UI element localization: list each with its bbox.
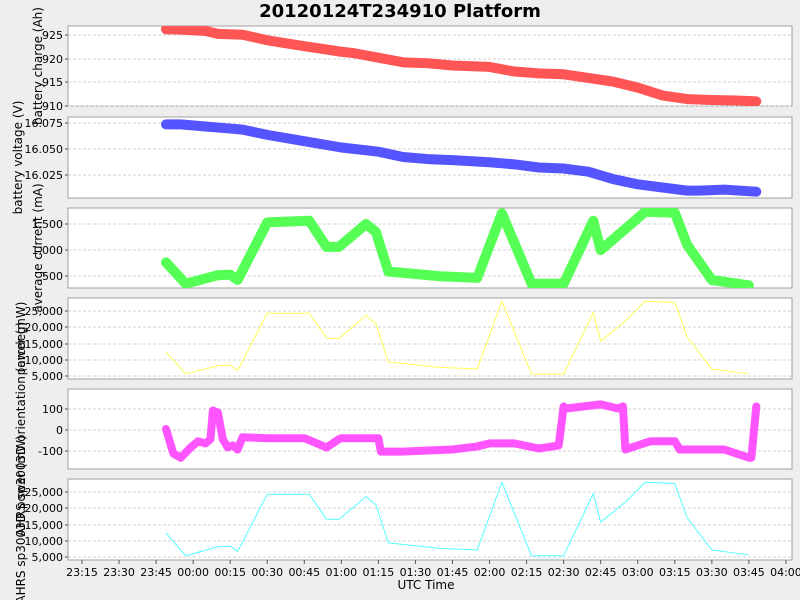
x-tick-label: 03:45: [733, 566, 765, 579]
x-tick-label: 00:45: [288, 566, 320, 579]
y-tick-label: 0: [56, 424, 63, 437]
plot-area: [67, 297, 793, 380]
x-tick-label: 23:45: [140, 566, 172, 579]
y-tick-label: 10,000: [25, 535, 64, 548]
y-tick-label: 10,000: [25, 354, 64, 367]
x-tick-label: 02:15: [511, 566, 543, 579]
y-tick-label: 16.025: [25, 169, 64, 182]
x-tick-label: 00:30: [251, 566, 283, 579]
x-tick-label: 02:45: [585, 566, 617, 579]
x-tick-label: 01:45: [437, 566, 469, 579]
x-tick-label: 02:30: [548, 566, 580, 579]
plot-area: [67, 478, 793, 561]
x-tick-label: 04:00: [770, 566, 800, 579]
x-tick-label: 03:15: [659, 566, 691, 579]
data-line: [165, 481, 749, 557]
x-tick-label: 03:30: [696, 566, 728, 579]
y-tick-label: 16.050: [25, 143, 64, 156]
plot-area: [67, 388, 793, 470]
x-tick-label: 01:15: [363, 566, 395, 579]
y-tick-label: 100: [42, 403, 63, 416]
x-tick-label: 23:30: [103, 566, 135, 579]
x-tick-label: 23:15: [66, 566, 98, 579]
data-line: [165, 300, 749, 375]
y-tick-label: 15,000: [25, 519, 64, 532]
x-tick-label: 00:00: [177, 566, 209, 579]
battery-voltage-y-label: battery voltage (V): [11, 101, 25, 215]
x-tick-label: 02:00: [474, 566, 506, 579]
y-tick-label: 5,000: [32, 370, 64, 383]
y-tick-label: 1,000: [32, 244, 64, 257]
orientation-y-label: AHRS sp3003D.orientation (arcdeg): [14, 322, 28, 537]
data-line: [160, 26, 762, 106]
y-tick-label: 25,000: [25, 486, 64, 499]
y-tick-label: 920: [42, 53, 63, 66]
x-axis: 23:15 23:30 23:45 00:00 00:15 00:30 00:45 01:00…: [66, 560, 800, 579]
average-current-y-label: average current (mA): [31, 183, 45, 312]
y-tick-label: 1,500: [32, 218, 64, 231]
orientation-panel: 100 0 -100 AHRS sp3003D.orientation (arcdeg…: [14, 322, 793, 537]
y-tick-label: 5,000: [32, 551, 64, 564]
x-axis-label: UTC Time: [397, 578, 455, 592]
y-tick-label: 500: [42, 270, 63, 283]
data-points: [161, 400, 761, 462]
x-tick-label: 00:15: [214, 566, 246, 579]
y-tick-label: -100: [38, 445, 63, 458]
ahrs-power-panel: 25,000 20,000 15,000 10,000 5,000 AHRS sp3003…: [14, 435, 793, 600]
y-tick-label: 15,000: [25, 338, 64, 351]
ahrs-power-y-label: AHRS sp3003D.power (mW): [14, 435, 28, 600]
power-panel: 25,000 20,000 15,000 10,000 5,000 power (mW): [14, 297, 793, 383]
data-line: [160, 119, 762, 197]
y-tick-label: 25,000: [25, 305, 64, 318]
y-tick-label: 20,000: [25, 502, 64, 515]
power-y-label: power (mW): [14, 302, 28, 376]
battery-charge-y-label: battery charge (Ah): [31, 7, 45, 125]
y-tick-label: 20,000: [25, 321, 64, 334]
y-tick-label: 925: [42, 29, 63, 42]
y-tick-label: 915: [42, 76, 63, 89]
x-tick-label: 03:00: [622, 566, 654, 579]
data-line: [160, 208, 754, 288]
y-tick-label: 910: [42, 100, 63, 113]
x-tick-label: 01:30: [400, 566, 432, 579]
y-tick-label: 16.075: [25, 117, 64, 130]
x-tick-label: 01:00: [325, 566, 357, 579]
chart-title: 20120124T234910 Platform: [259, 1, 541, 22]
